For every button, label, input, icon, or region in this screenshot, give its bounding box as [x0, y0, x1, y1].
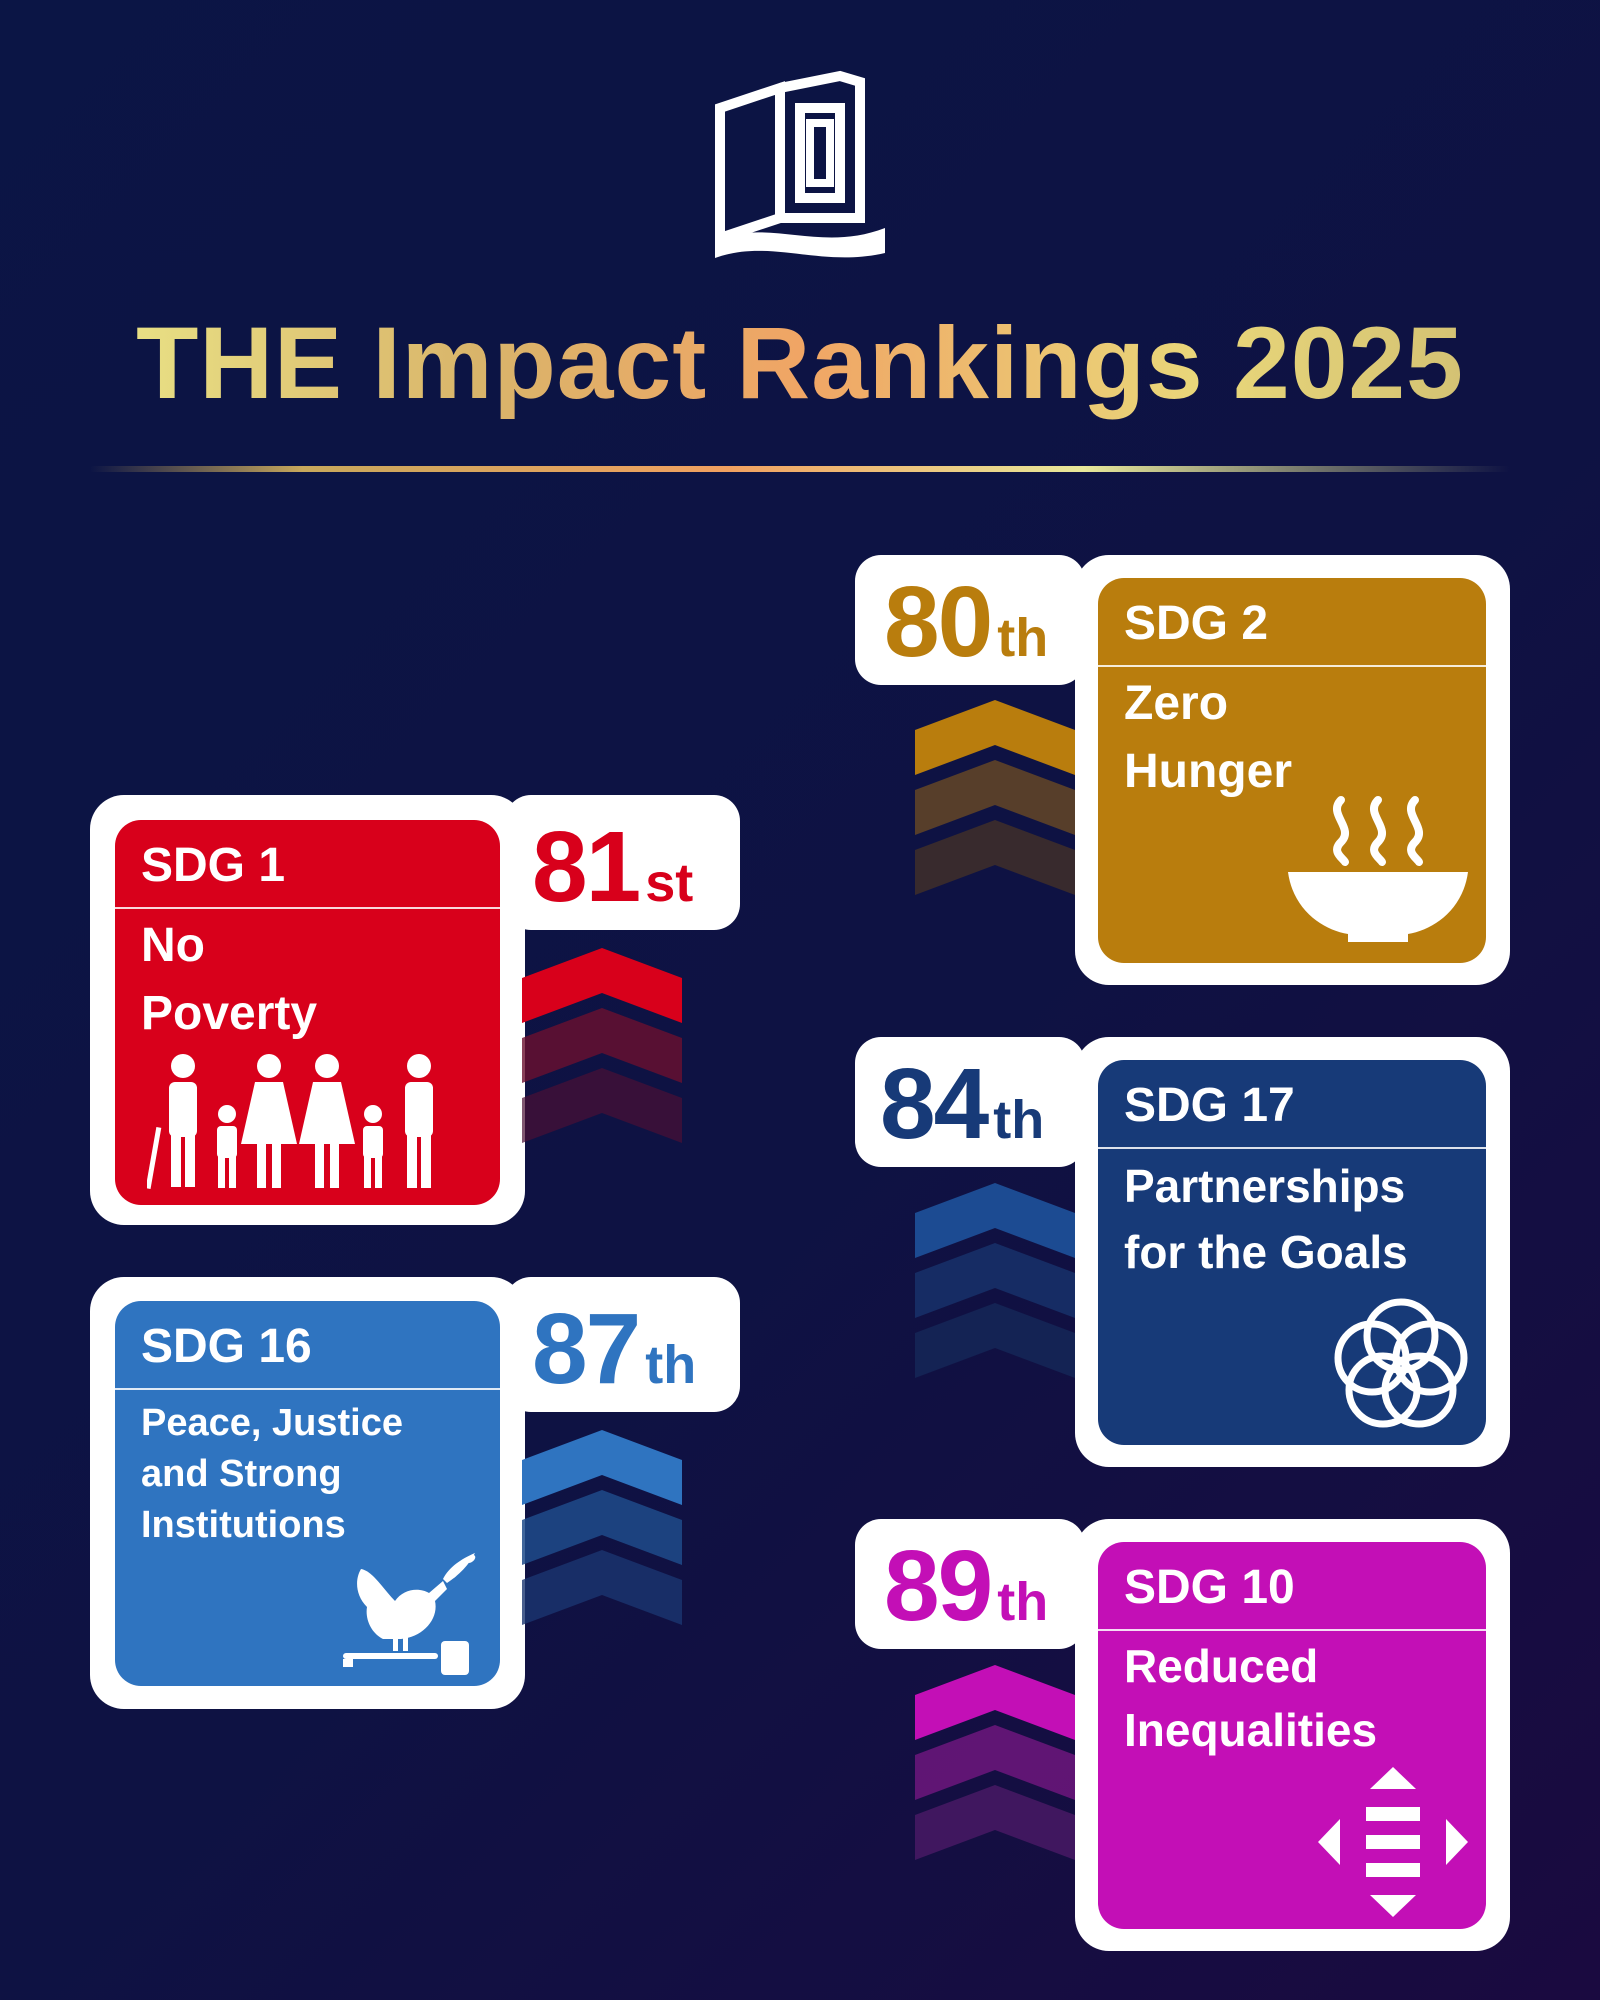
page-title: THE Impact Rankings 2025	[0, 305, 1600, 422]
rank-tab-sdg16	[505, 1277, 740, 1412]
sdg17-name-line2: for the Goals	[1124, 1226, 1408, 1278]
sdg16-name-line3: Institutions	[141, 1504, 346, 1546]
rank-tab-sdg10	[855, 1519, 1085, 1649]
sdg2-panel: SDG 2 Zero Hunger	[1098, 578, 1486, 963]
chevron-up-sdg1-icon	[522, 948, 682, 1143]
sdg10-name-line1: Reduced	[1124, 1640, 1319, 1692]
sdg16-name-line2: and Strong	[141, 1453, 342, 1495]
dove-gavel-icon	[343, 1553, 476, 1675]
sdg17-name-line1: Partnerships	[1124, 1160, 1406, 1212]
chevron-up-sdg10-icon	[915, 1665, 1075, 1860]
sdg1-divider	[115, 907, 500, 909]
sdg16-panel: SDG 16 Peace, Justice and Strong Institu…	[115, 1301, 500, 1686]
title-divider	[90, 466, 1510, 472]
sdg10-label: SDG 10	[1124, 1561, 1295, 1614]
chevron-up-sdg2-icon	[915, 700, 1075, 895]
equality-arrows-icon	[1318, 1767, 1468, 1917]
sdg2-name-line1: Zero	[1124, 677, 1229, 730]
sdg2-name-line2: Hunger	[1124, 745, 1292, 798]
chevron-up-sdg17-icon	[915, 1183, 1075, 1378]
sdg1-name-line2: Poverty	[141, 987, 318, 1040]
sdg16-name-line1: Peace, Justice	[141, 1402, 403, 1444]
sdg1-name-line1: No	[141, 919, 205, 972]
sdg1-label: SDG 1	[141, 839, 286, 892]
rank-tab-sdg2	[855, 555, 1085, 685]
sdg16-label: SDG 16	[141, 1320, 312, 1373]
sdg1-panel: SDG 1 No Poverty	[115, 820, 500, 1205]
sdg10-divider	[1098, 1629, 1486, 1631]
sdg10-panel: SDG 10 Reduced Inequalities	[1098, 1542, 1486, 1929]
food-bowl-icon	[1288, 796, 1468, 942]
sdg2-label: SDG 2	[1124, 597, 1269, 650]
sdg17-panel: SDG 17 Partnerships for the Goals	[1098, 1060, 1486, 1445]
rings-icon	[1334, 1298, 1468, 1428]
sdg17-divider	[1098, 1147, 1486, 1149]
rank-tab-sdg1	[505, 795, 740, 930]
chevron-up-sdg16-icon	[522, 1430, 682, 1625]
sdg2-divider	[1098, 665, 1486, 667]
family-icon	[147, 1054, 433, 1189]
university-logo-icon	[715, 70, 885, 258]
sdg17-label: SDG 17	[1124, 1079, 1295, 1132]
sdg16-divider	[115, 1388, 500, 1390]
sdg10-name-line2: Inequalities	[1124, 1704, 1378, 1756]
rank-tab-sdg17	[855, 1037, 1085, 1167]
